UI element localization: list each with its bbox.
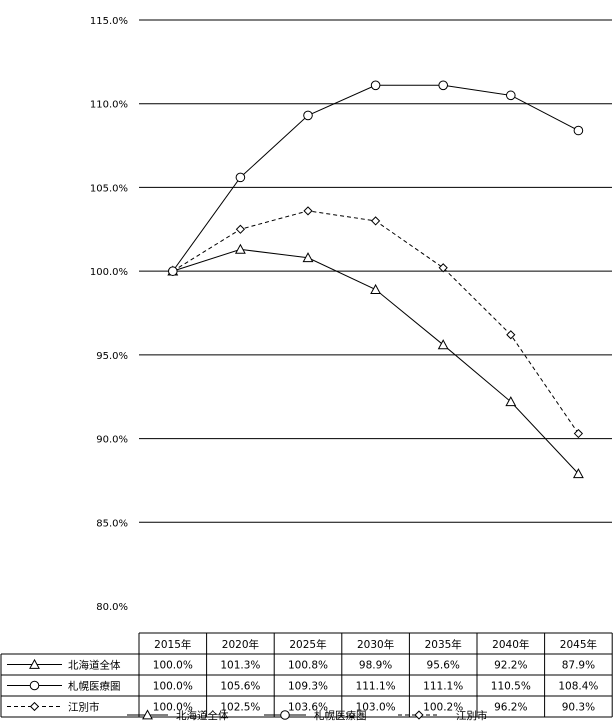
legend-marker-2 bbox=[414, 710, 424, 720]
table-series-name: 北海道全体 bbox=[68, 659, 121, 672]
table-cell-value: 95.6% bbox=[427, 660, 460, 672]
y-tick-label: 90.0% bbox=[96, 435, 128, 446]
table-cell-value: 100.8% bbox=[288, 660, 328, 672]
data-point-2 bbox=[506, 330, 516, 340]
data-point-0 bbox=[370, 283, 382, 294]
x-category-label: 2045年 bbox=[560, 638, 597, 651]
series-line-2 bbox=[172, 210, 579, 434]
data-point-1 bbox=[438, 80, 449, 91]
table-cell-value: 100.0% bbox=[153, 702, 193, 714]
table-cell-value: 98.9% bbox=[359, 660, 392, 672]
table-cell-value: 105.6% bbox=[220, 681, 260, 693]
data-point-2 bbox=[303, 206, 313, 216]
legend-marker-2 bbox=[29, 701, 40, 712]
series-line-0 bbox=[172, 248, 579, 475]
data-point-0 bbox=[234, 243, 246, 254]
y-tick-label: 85.0% bbox=[96, 518, 128, 529]
data-point-1 bbox=[370, 80, 381, 91]
x-category-label: 2030年 bbox=[357, 638, 394, 651]
table-cell-value: 109.3% bbox=[288, 681, 328, 693]
table-cell-value: 100.0% bbox=[153, 660, 193, 672]
table-cell-value: 108.4% bbox=[558, 681, 598, 693]
table-cell-value: 102.5% bbox=[220, 702, 260, 714]
legend-marker-0 bbox=[29, 658, 40, 669]
y-axis-ticks: 115.0% 110.0% 105.0% 100.0% 95.0% 90.0% 85.0% 8… bbox=[90, 16, 128, 613]
table-cell-value: 110.5% bbox=[491, 681, 531, 693]
data-point-1 bbox=[168, 266, 178, 276]
series-lines bbox=[167, 80, 584, 479]
table-cell-value: 96.2% bbox=[494, 702, 527, 714]
data-point-0 bbox=[302, 252, 314, 263]
legend-label: 江別市 bbox=[456, 709, 488, 722]
table-cell-value: 103.6% bbox=[288, 702, 328, 714]
gridlines bbox=[139, 19, 612, 523]
x-category-label: 2015年 bbox=[154, 638, 191, 651]
data-point-2 bbox=[573, 428, 584, 439]
table-cell-value: 103.0% bbox=[356, 702, 396, 714]
legend: 北海道全体 札幌医療圏 江別市 bbox=[127, 709, 488, 722]
table-series-name: 江別市 bbox=[68, 701, 100, 714]
data-point-1 bbox=[573, 125, 584, 136]
y-tick-label: 95.0% bbox=[96, 351, 128, 362]
series-line-1 bbox=[172, 84, 579, 272]
data-point-0 bbox=[505, 396, 517, 407]
legend-marker-1 bbox=[280, 710, 290, 720]
data-point-2 bbox=[438, 263, 448, 273]
y-tick-label: 115.0% bbox=[90, 16, 128, 27]
y-tick-label: 110.0% bbox=[90, 100, 128, 111]
data-point-0 bbox=[572, 468, 584, 479]
table-cell-value: 111.1% bbox=[423, 681, 463, 693]
table-cell-value: 111.1% bbox=[356, 681, 396, 693]
legend-label: 札幌医療圏 bbox=[314, 709, 367, 722]
y-tick-label: 100.0% bbox=[90, 267, 128, 278]
x-category-label: 2035年 bbox=[425, 638, 462, 651]
legend-marker-0 bbox=[142, 709, 153, 720]
legend-label: 北海道全体 bbox=[176, 709, 229, 722]
data-point-1 bbox=[235, 172, 246, 183]
table-cell-value: 100.0% bbox=[153, 681, 193, 693]
data-point-2 bbox=[235, 224, 246, 234]
table-cell-value: 87.9% bbox=[562, 660, 595, 672]
legend-marker-1 bbox=[29, 680, 40, 691]
table-cell-value: 90.3% bbox=[562, 702, 595, 714]
table-series-name: 札幌医療圏 bbox=[68, 680, 121, 693]
table-cell-value: 101.3% bbox=[220, 660, 260, 672]
y-tick-label: 105.0% bbox=[90, 183, 128, 194]
data-table: 2015年 2020年 2025年 2030年 2035年 2040年 2045年北海道全体… bbox=[0, 632, 613, 718]
data-point-1 bbox=[303, 110, 313, 121]
data-point-0 bbox=[437, 339, 449, 350]
table-cell-value: 100.2% bbox=[423, 702, 463, 714]
table-cell-value: 92.2% bbox=[494, 660, 527, 672]
x-category-label: 2040年 bbox=[492, 638, 529, 651]
y-tick-label: 80.0% bbox=[96, 602, 128, 613]
data-point-1 bbox=[506, 90, 516, 101]
x-category-label: 2020年 bbox=[222, 638, 259, 651]
x-category-label: 2025年 bbox=[289, 638, 326, 651]
data-point-2 bbox=[370, 216, 381, 226]
